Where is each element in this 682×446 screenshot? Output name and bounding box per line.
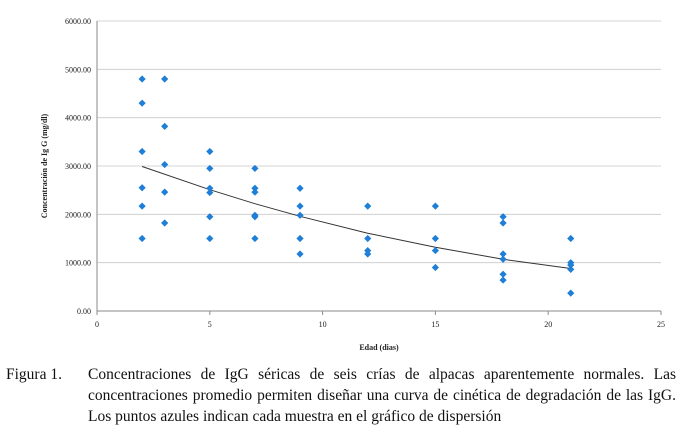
- data-point: [206, 147, 214, 156]
- data-point: [161, 75, 169, 83]
- x-tick-label: 20: [544, 320, 552, 329]
- y-tick-label: 2000.00: [65, 210, 91, 219]
- data-point: [206, 184, 214, 192]
- data-point: [499, 255, 507, 263]
- data-point: [499, 250, 507, 258]
- data-point: [161, 160, 169, 169]
- data-point: [138, 99, 146, 107]
- data-point: [161, 188, 169, 196]
- data-point: [161, 219, 169, 227]
- data-point: [364, 234, 372, 243]
- data-point: [138, 234, 146, 243]
- data-point: [364, 250, 372, 258]
- data-point: [206, 188, 214, 197]
- data-point: [431, 202, 439, 210]
- data-point: [567, 289, 575, 297]
- caption-label: Figura 1.: [6, 366, 62, 383]
- data-point: [138, 202, 146, 210]
- data-point: [296, 234, 304, 243]
- data-point: [431, 263, 439, 272]
- data-point: [296, 211, 304, 219]
- axes: 0.00 1000.00 2000.00 3000.00 4000.00 5000.00 6…: [65, 17, 665, 329]
- x-tick-label: 25: [657, 320, 665, 329]
- data-points: [138, 75, 575, 297]
- data-point: [499, 270, 507, 278]
- data-point: [364, 202, 372, 210]
- data-point: [431, 234, 439, 243]
- data-point: [251, 184, 259, 192]
- data-point: [206, 164, 214, 173]
- x-tick-label: 5: [208, 320, 212, 329]
- data-point: [206, 213, 214, 221]
- data-point: [161, 122, 169, 130]
- data-point: [206, 234, 214, 243]
- data-point: [138, 147, 146, 156]
- data-point: [567, 261, 575, 269]
- y-tick-label: 6000.00: [65, 17, 91, 26]
- figure-caption: Figura 1. Concentraciones de IgG séricas…: [6, 364, 676, 427]
- data-point: [431, 246, 439, 255]
- y-tick-label: 5000.00: [65, 65, 91, 74]
- data-point: [138, 75, 146, 83]
- data-point: [499, 276, 507, 284]
- data-point: [499, 213, 507, 221]
- data-point: [567, 265, 575, 274]
- data-point: [296, 202, 304, 210]
- data-point: [251, 234, 259, 243]
- x-tick-label: 10: [319, 320, 327, 329]
- y-tick-label: 4000.00: [65, 114, 91, 123]
- data-point: [499, 219, 507, 227]
- y-tick-label: 3000.00: [65, 162, 91, 171]
- data-point: [296, 184, 304, 192]
- x-tick-label: 15: [431, 320, 439, 329]
- trend-line-group: [141, 166, 571, 269]
- x-axis-title: Edad (dias): [359, 343, 399, 352]
- scatter-chart: 0.00 1000.00 2000.00 3000.00 4000.00 5000.00 6…: [40, 17, 665, 352]
- data-point: [251, 213, 259, 221]
- y-axis-title: Concentración de Ig G (mg/dl): [40, 113, 49, 218]
- x-tick-label: 0: [95, 320, 99, 329]
- data-point: [251, 164, 259, 173]
- data-point: [567, 234, 575, 243]
- y-tick-label: 1000.00: [65, 259, 91, 268]
- y-tick-label: 0.00: [77, 307, 91, 316]
- data-point: [251, 188, 259, 196]
- grid-lines: [97, 20, 661, 264]
- caption-text: Concentraciones de IgG séricas de seis c…: [88, 366, 676, 425]
- trend-line: [141, 166, 571, 269]
- data-point: [138, 184, 146, 192]
- data-point: [296, 250, 304, 258]
